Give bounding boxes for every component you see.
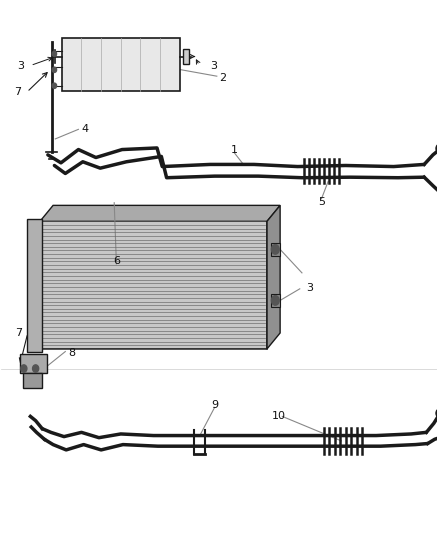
Bar — [271, 243, 280, 256]
Text: 5: 5 — [318, 197, 325, 207]
Circle shape — [21, 365, 27, 372]
Text: 2: 2 — [219, 73, 226, 83]
Text: 1: 1 — [231, 144, 238, 155]
Bar — [183, 49, 189, 64]
Bar — [271, 294, 280, 307]
Polygon shape — [267, 205, 280, 349]
Polygon shape — [40, 221, 267, 349]
Polygon shape — [40, 205, 280, 221]
Circle shape — [52, 67, 57, 72]
Text: 6: 6 — [113, 256, 120, 266]
Circle shape — [32, 365, 39, 372]
Text: 8: 8 — [68, 348, 75, 358]
Text: 7: 7 — [14, 87, 21, 97]
Circle shape — [52, 51, 57, 56]
Circle shape — [436, 144, 438, 153]
Bar — [27, 219, 42, 352]
Text: 4: 4 — [81, 124, 88, 134]
Text: 3: 3 — [17, 61, 24, 70]
Circle shape — [52, 83, 57, 88]
Text: 7: 7 — [14, 328, 22, 338]
Circle shape — [272, 296, 279, 305]
Text: 9: 9 — [211, 400, 218, 410]
Circle shape — [272, 245, 279, 254]
Text: 3: 3 — [210, 61, 217, 70]
Bar — [20, 354, 46, 373]
Text: 3: 3 — [306, 283, 313, 293]
Circle shape — [436, 409, 438, 417]
Bar — [62, 38, 180, 91]
Bar — [22, 373, 42, 387]
Text: 10: 10 — [272, 411, 286, 422]
